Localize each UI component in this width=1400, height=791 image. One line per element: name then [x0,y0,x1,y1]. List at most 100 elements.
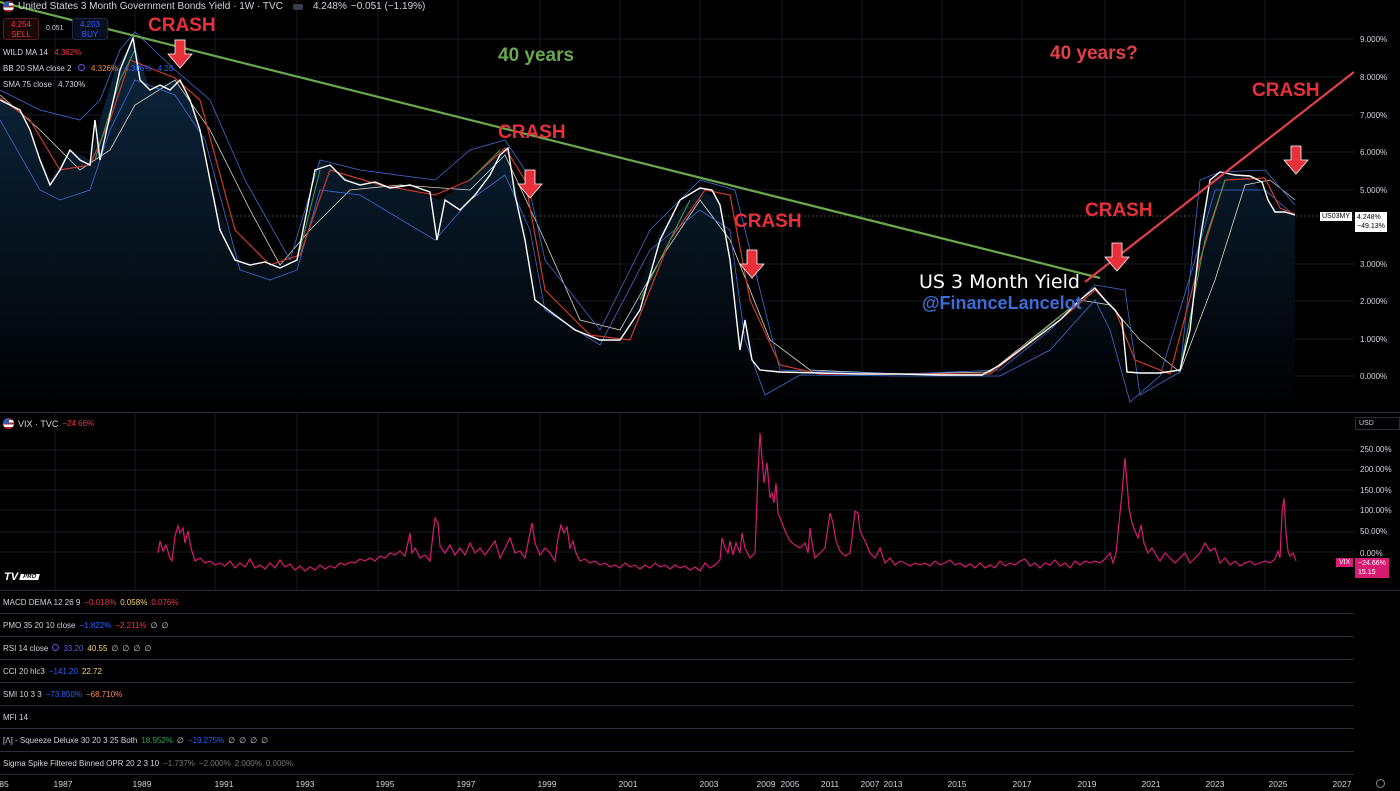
watermark-title: US 3 Month Yield [919,271,1080,293]
x-tick: 2007 [860,779,880,789]
y-tick: 3.000% [1360,260,1388,269]
forty-years-label: 40 years [498,45,575,66]
main-price-axis[interactable]: % [1354,0,1400,412]
indicator-value: ∅ [133,644,141,653]
indicator-value: 33.20 [63,644,84,653]
tradingview-logo-icon: TV [4,571,19,583]
sell-price: 4.254 [10,20,32,29]
indicator-label: SMI 10 3 3 [3,690,42,699]
x-tick: 2019 [1077,779,1097,789]
x-tick: 1995 [375,779,395,789]
indicator-value: −2.000% [198,759,231,768]
currency-dropdown[interactable]: USD [1355,417,1400,430]
indicator-value: −2.211% [115,621,147,630]
crash-label-2025: CRASH [1252,80,1320,101]
indicator-value: 22.72 [81,667,102,676]
y-tick: 7.000% [1360,111,1388,120]
indicator-sigma-spike[interactable]: Sigma Spike Filtered Binned OPR 20 2 3 1… [0,752,1354,775]
indicator-cci[interactable]: CCI 20 hlc3 −141.20 22.72 [0,660,1354,683]
indicator-value: 0.000% [265,759,293,768]
y-tick: 1.000% [1360,335,1388,344]
x-tick: 2021 [1141,779,1161,789]
main-chart-svg [0,0,1354,412]
crash-label-1990: CRASH [148,15,216,36]
x-tick: 1991 [214,779,234,789]
indicator-mfi[interactable]: MFI 14 [0,706,1354,729]
vix-y-tick: 50.00% [1360,527,1388,536]
legend-wild-ma[interactable]: WILD MA 14 4.362% [3,48,85,57]
main-chart-pane[interactable]: United States 3 Month Government Bonds Y… [0,0,1354,412]
price-tag-pct: −49.13% [1357,223,1385,230]
x-tick: 1989 [132,779,152,789]
y-tick: 5.000% [1360,186,1388,195]
symbol-title: United States 3 Month Government Bonds Y… [18,1,283,12]
tradingview-pro-logo[interactable]: TV PRO [4,571,40,583]
y-tick: 9.000% [1360,35,1388,44]
vix-y-tick: 100.00% [1360,506,1392,515]
spread-value: 0.051 [46,25,64,32]
indicator-value: −141.20 [48,667,78,676]
indicator-value: −19.275% [187,736,225,745]
indicator-value: −68.710% [85,690,123,699]
x-tick: 1997 [456,779,476,789]
indicator-value: ∅ [261,736,269,745]
indicator-value: 40.55 [87,644,108,653]
indicator-label: PMO 35 20 10 close [3,621,76,630]
last-price: 4.248% [312,1,347,12]
indicator-value: ∅ [228,736,236,745]
symbol-header[interactable]: United States 3 Month Government Bonds Y… [3,1,425,12]
vix-y-tick: 250.00% [1360,445,1392,454]
indicator-value: ∅ [111,644,119,653]
buy-button[interactable]: 4.203 BUY [72,18,108,40]
vix-pane[interactable]: VIX · TVC −24.66% TV PRO [0,413,1354,590]
buy-price: 4.203 [79,20,101,29]
sell-button[interactable]: 4.254 SELL [3,18,39,40]
vix-tag-pct: −24.66% [1358,560,1386,567]
wild-ma-value: 4.362% [54,48,82,57]
x-tick: 1999 [537,779,557,789]
indicator-label: MACD DEMA 12 26 9 [3,598,81,607]
crash-label-2001: CRASH [498,122,566,143]
bb-value-3: 4.26 [157,64,174,73]
indicator-value: ∅ [239,736,247,745]
indicator-label: CCI 20 hlc3 [3,667,45,676]
vix-y-tick: 150.00% [1360,486,1392,495]
x-tick: 2009 [756,779,776,789]
indicator-rsi[interactable]: RSI 14 close 33.20 40.55 ∅ ∅ ∅ ∅ [0,637,1354,660]
settings-gear-icon[interactable] [1376,779,1385,788]
x-tick: 2015 [947,779,967,789]
pane-divider[interactable] [0,590,1400,591]
vix-chart-svg [0,413,1354,590]
indicator-value: 2.000% [234,759,262,768]
vix-y-tick: 0.00% [1360,549,1383,558]
sma-label: SMA 75 close [3,80,52,89]
indicator-value: −73.850% [45,690,82,699]
indicator-pmo[interactable]: PMO 35 20 10 close −1.822% −2.211% ∅ ∅ [0,614,1354,637]
price-tag: 4.248% −49.13% [1355,212,1387,232]
buy-label: BUY [81,30,99,39]
indicator-value: −1.822% [79,621,112,630]
legend-bb[interactable]: BB 20 SMA close 2 4.326% 4.306% 4.26 [3,64,177,73]
x-tick: 2005 [780,779,800,789]
legend-sma[interactable]: SMA 75 close 4.730% [3,80,89,89]
indicator-value: −1.737% [163,759,195,768]
x-tick: 1993 [295,779,315,789]
x-tick: 2001 [618,779,638,789]
indicator-label: [Λ] - Squeeze Deluxe 30 20 3 25 Both [3,736,138,745]
pane-divider[interactable] [0,412,1400,413]
indicator-smi[interactable]: SMI 10 3 3 −73.850% −68.710% [0,683,1354,706]
x-tick: 2013 [883,779,903,789]
indicator-squeeze[interactable]: [Λ] - Squeeze Deluxe 30 20 3 25 Both 18.9… [0,729,1354,752]
x-tick: 1987 [53,779,73,789]
vix-header[interactable]: VIX · TVC −24.66% [3,418,94,429]
indicator-value: −0.018% [84,598,117,607]
x-tick: 2003 [699,779,719,789]
pro-badge: PRO [19,574,40,580]
sma-value: 4.730% [58,80,86,89]
eye-icon[interactable] [292,3,303,10]
vix-change: −24.66% [62,419,95,428]
red-trendline [1084,71,1354,283]
vix-symbol-tag: VIX [1336,558,1354,567]
indicator-macd[interactable]: MACD DEMA 12 26 9 −0.018% 0.058% 0.076% [0,591,1354,614]
x-tick: 2027 [1332,779,1352,789]
